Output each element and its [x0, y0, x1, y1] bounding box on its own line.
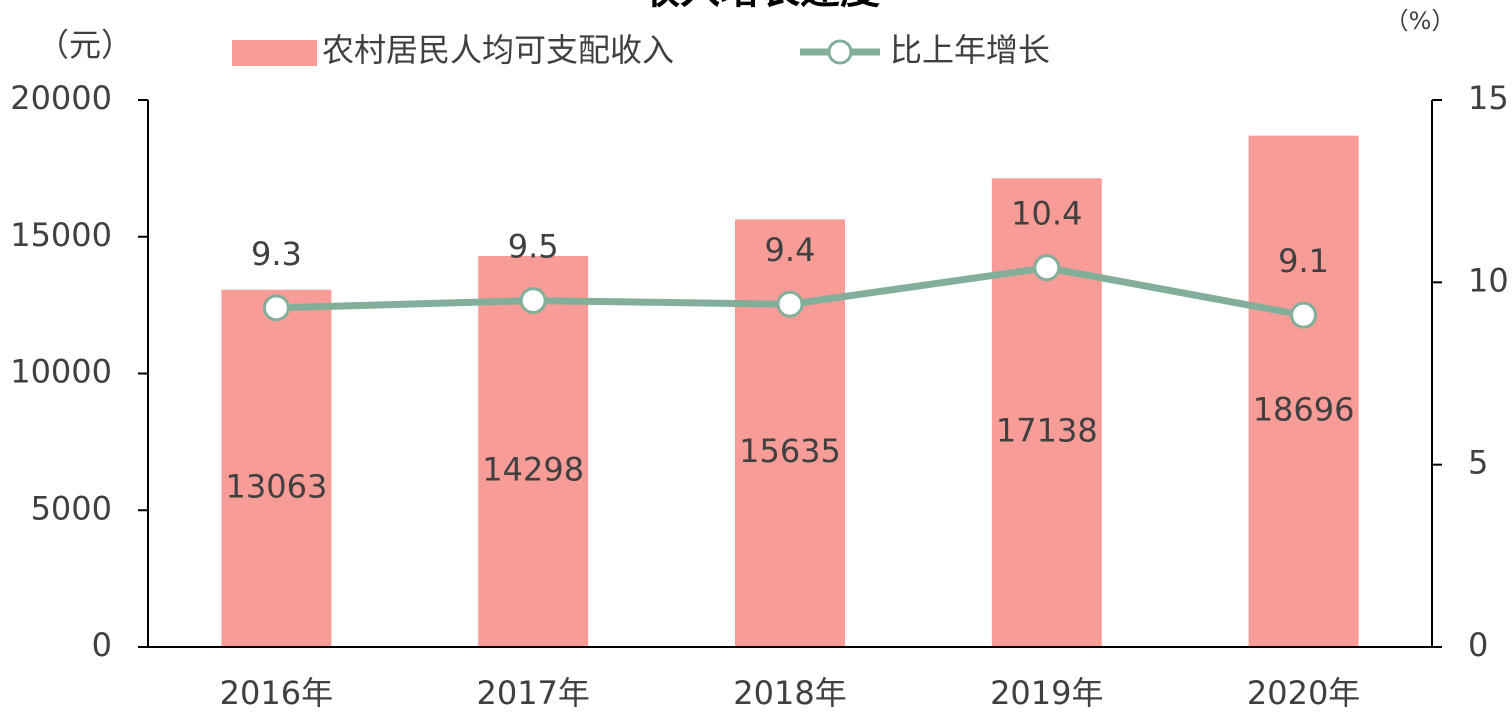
y-tick-label: 10000 — [10, 353, 112, 391]
line-marker — [1033, 254, 1061, 282]
bar-label: 18696 — [1253, 390, 1355, 428]
line-marker — [1290, 301, 1318, 329]
bar — [478, 255, 589, 647]
y2-tick-label: 0 — [1468, 626, 1488, 664]
line-marker — [519, 287, 547, 315]
y2-tick-label: 10 — [1468, 261, 1509, 299]
line-marker — [776, 290, 804, 318]
y2-tick-label: 15 — [1468, 79, 1509, 117]
line-label: 10.4 — [1011, 195, 1082, 233]
bar — [735, 219, 845, 647]
legend-swatch — [232, 40, 317, 66]
line-label: 9.3 — [251, 235, 302, 273]
y2-unit: （%） — [1385, 7, 1456, 35]
y-unit: （元） — [37, 26, 133, 64]
line-label: 9.4 — [765, 231, 816, 269]
chart-title: 收入增长速度 — [640, 0, 880, 13]
legend-marker — [827, 39, 853, 65]
line-marker — [262, 294, 290, 322]
bar-label: 13063 — [226, 467, 328, 505]
bar — [221, 289, 332, 647]
y-tick-label: 15000 — [10, 216, 112, 254]
x-tick-label: 2016年 — [220, 674, 333, 712]
y-tick-label: 0 — [92, 626, 112, 664]
y-tick-label: 20000 — [10, 79, 112, 117]
x-tick-label: 2017年 — [476, 674, 589, 712]
legend-label: 比上年增长 — [890, 31, 1050, 69]
bar-label: 14298 — [482, 450, 584, 488]
bar-label: 17138 — [996, 412, 1098, 450]
x-tick-label: 2019年 — [990, 674, 1103, 712]
y-tick-label: 5000 — [31, 489, 112, 527]
y2-tick-label: 5 — [1468, 444, 1488, 482]
bar-label: 15635 — [739, 432, 841, 470]
line-label: 9.5 — [508, 228, 559, 266]
x-tick-label: 2018年 — [733, 674, 846, 712]
legend-label: 农村居民人均可支配收入 — [322, 31, 674, 69]
bar — [1248, 135, 1359, 647]
line-label: 9.1 — [1278, 242, 1329, 280]
x-tick-label: 2020年 — [1247, 674, 1360, 712]
